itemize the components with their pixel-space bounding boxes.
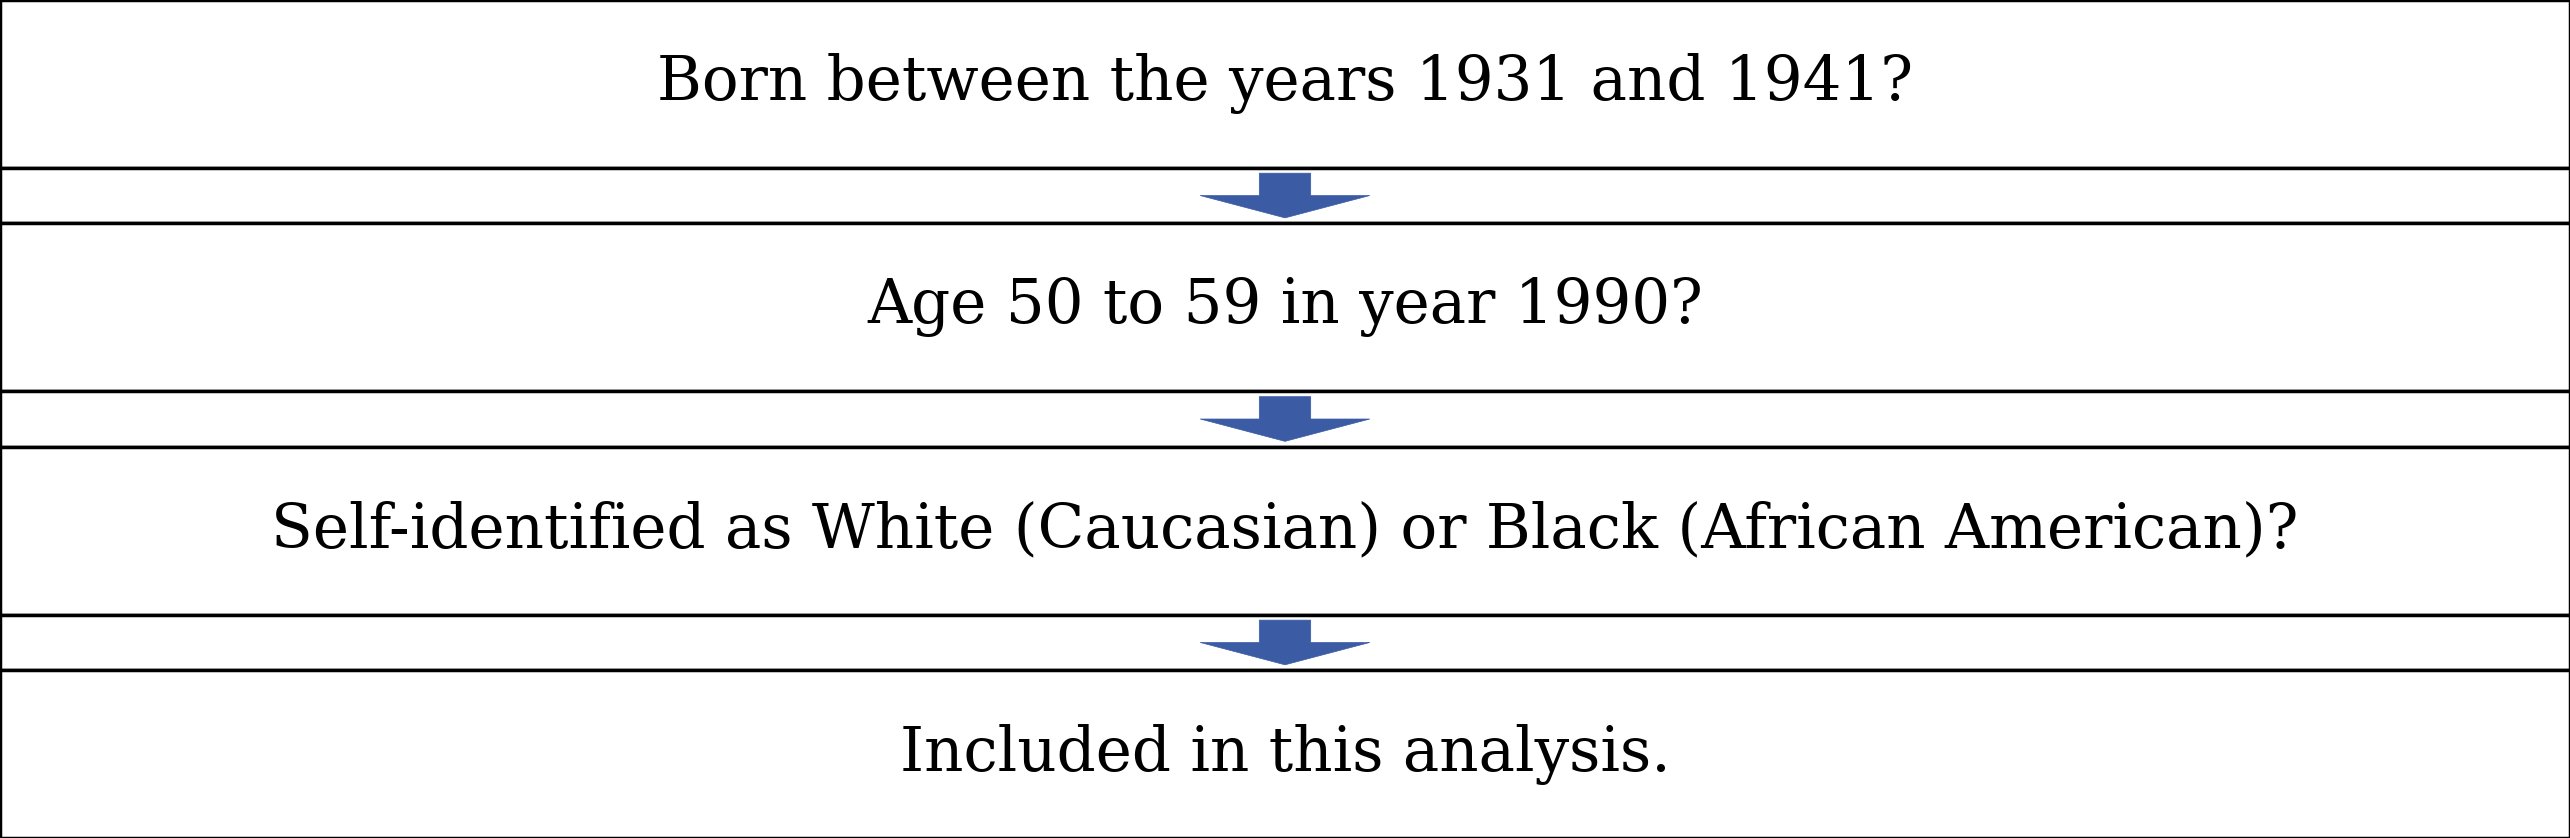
Bar [0,168,2570,224]
Bar [0,391,2570,447]
Text: Included in this analysis.: Included in this analysis. [899,724,1670,784]
Polygon shape [1200,396,1370,442]
Text: Age 50 to 59 in year 1990?: Age 50 to 59 in year 1990? [866,277,1704,337]
Bar [0,670,2570,838]
Bar [0,224,2570,391]
Text: Born between the years 1931 and 1941?: Born between the years 1931 and 1941? [658,54,1912,114]
Bar [0,614,2570,670]
Polygon shape [1200,620,1370,665]
Text: Self-identified as White (Caucasian) or Black (African American)?: Self-identified as White (Caucasian) or … [272,501,2298,561]
Bar [0,0,2570,168]
Polygon shape [1200,173,1370,218]
Bar [0,447,2570,614]
